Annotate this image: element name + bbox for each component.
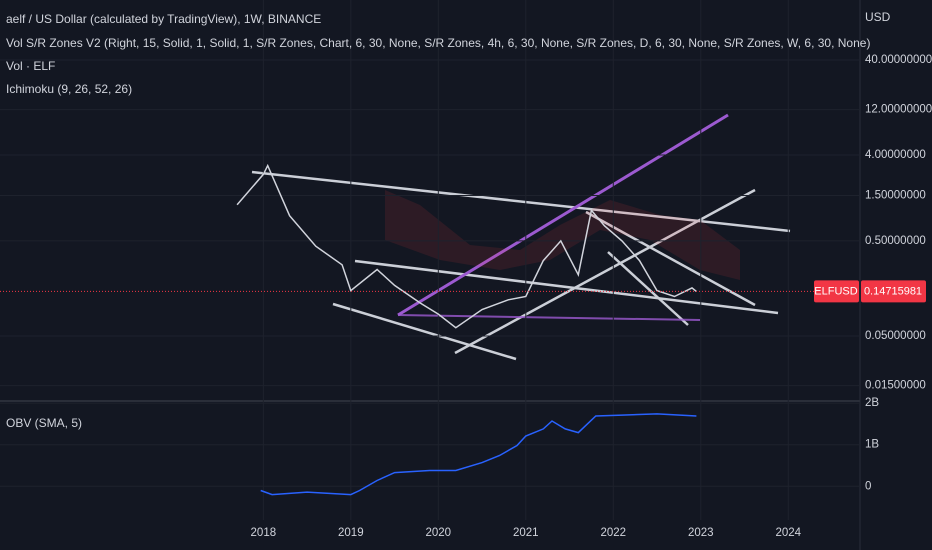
y-tick-label: 12.00000000 [865, 104, 932, 116]
x-tick-label: 2021 [513, 527, 539, 539]
y-tick-label: 40.00000000 [865, 54, 932, 66]
ichimoku-cloud [385, 190, 740, 280]
x-tick-label: 2024 [775, 527, 801, 539]
indicator-label: Vol · ELF [6, 59, 55, 73]
trendline [354, 259, 779, 315]
y-tick-label: 0 [865, 480, 871, 492]
trendline [607, 251, 689, 326]
x-tick-label: 2020 [426, 527, 452, 539]
indicator-label: Ichimoku (9, 26, 52, 26) [6, 82, 132, 96]
chart-title: aelf / US Dollar (calculated by TradingV… [6, 12, 321, 26]
y-tick-label: 1.50000000 [865, 190, 926, 202]
symbol-label: ELFUSD [814, 285, 857, 297]
y-tick-label: 2B [865, 397, 879, 409]
indicator-label: OBV (SMA, 5) [6, 416, 82, 430]
symbol-badge [814, 280, 859, 303]
trendline [332, 302, 517, 361]
price-label: 0.14715981 [864, 285, 922, 297]
trendline [585, 210, 756, 307]
y-tick-label: 4.00000000 [865, 149, 926, 161]
y-tick-label: 0.05000000 [865, 330, 926, 342]
y-tick-label: 1B [865, 439, 879, 451]
axis-unit: USD [865, 10, 891, 24]
x-tick-label: 2022 [600, 527, 626, 539]
channel-line [397, 314, 701, 321]
y-tick-label: 0.01500000 [865, 380, 926, 392]
y-tick-label: 0.50000000 [865, 235, 926, 247]
trendline [454, 188, 756, 355]
series-line [236, 163, 697, 329]
x-tick-label: 2018 [251, 527, 277, 539]
x-tick-label: 2019 [338, 527, 364, 539]
channel-line [397, 113, 729, 317]
x-tick-label: 2023 [688, 527, 714, 539]
indicator-label: Vol S/R Zones V2 (Right, 15, Solid, 1, S… [6, 36, 870, 50]
series-line [260, 413, 697, 496]
price-badge [861, 280, 926, 303]
